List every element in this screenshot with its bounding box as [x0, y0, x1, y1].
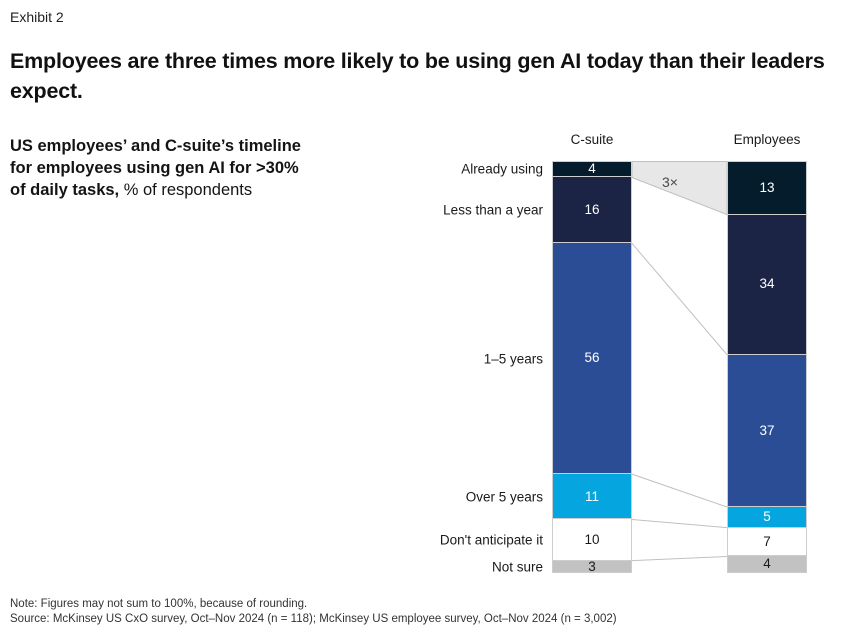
stacked-bar-employees: 13 34 37 5 7 4 [727, 161, 807, 573]
connector-band-and-lines: 3× [632, 161, 727, 562]
ratio-annotation: 3× [662, 174, 678, 190]
bar-segment-c-suite-1: 16 [552, 177, 632, 244]
connector-line-2 [632, 473, 727, 508]
bar-segment-c-suite-5: 3 [552, 559, 632, 573]
column-header-employees: Employees [733, 132, 801, 147]
connector-line-4 [632, 556, 727, 562]
column-header-c-suite: C-suite [570, 132, 614, 147]
bar-segment-employees-0: 13 [727, 161, 807, 215]
bar-segment-employees-1: 34 [727, 214, 807, 355]
source-note: Source: McKinsey US CxO survey, Oct–Nov … [10, 613, 617, 625]
chart-subtitle-unit: % of respondents [119, 181, 253, 199]
stacked-bar-c-suite: 4 16 56 11 10 3 [552, 161, 632, 573]
category-label-over-5-years: Over 5 years [465, 489, 543, 505]
bar-segment-c-suite-3: 11 [552, 474, 632, 520]
exhibit-label: Exhibit 2 [10, 9, 64, 25]
chart-subtitle: US employees’ and C-suite’s timeline for… [10, 135, 305, 201]
footer-notes: Note: Figures may not sum to 100%, becau… [10, 597, 617, 627]
category-label-1-5-years: 1–5 years [483, 351, 543, 367]
category-label-less-than-a-year: Less than a year [443, 202, 543, 218]
page-title: Employees are three times more likely to… [10, 49, 825, 103]
category-label-don-t-anticipate-it: Don't anticipate it [439, 532, 543, 548]
connector-line-3 [632, 518, 727, 529]
bar-segment-employees-3: 5 [727, 507, 807, 528]
bar-segment-employees-2: 37 [727, 354, 807, 508]
connector-line-1 [632, 243, 727, 355]
category-label-not-sure: Not sure [491, 559, 543, 575]
bar-segment-employees-4: 7 [727, 527, 807, 557]
bar-segment-c-suite-4: 10 [552, 519, 632, 561]
footnote: Note: Figures may not sum to 100%, becau… [10, 598, 308, 610]
category-label-already-using: Already using [461, 161, 543, 177]
chart-subtitle-bold: US employees’ and C-suite’s timeline for… [10, 137, 301, 199]
bar-segment-c-suite-2: 56 [552, 243, 632, 475]
ratio-band [632, 161, 727, 216]
bar-segment-employees-5: 4 [727, 556, 807, 573]
bar-segment-c-suite-0: 4 [552, 161, 632, 178]
